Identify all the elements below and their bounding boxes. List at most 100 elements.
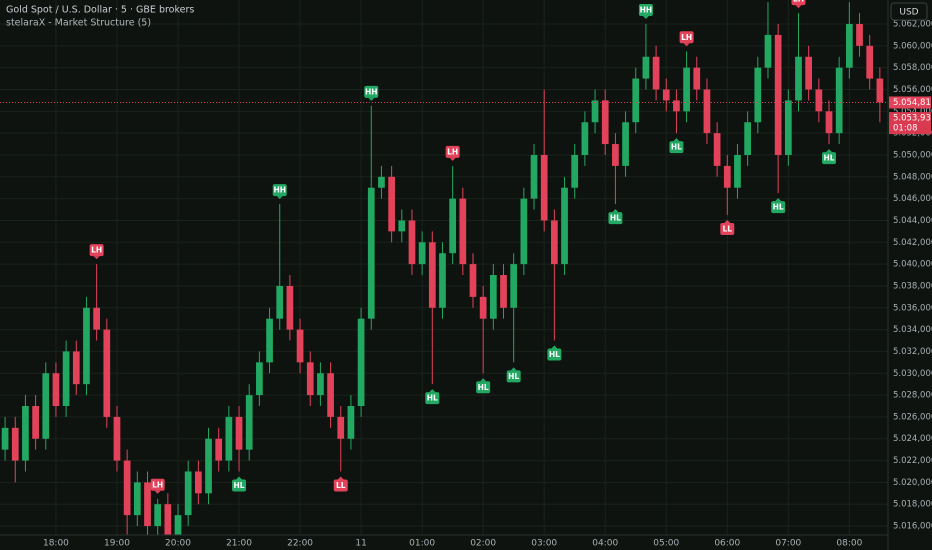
marker-box (608, 212, 623, 225)
marker-label: HL (234, 481, 245, 490)
structure-marker: HL (547, 345, 562, 361)
structure-marker: HL (476, 378, 491, 394)
candle-body (459, 198, 467, 265)
structure-marker: HL (771, 198, 786, 214)
second-price-box (889, 112, 931, 135)
candle-body (276, 285, 284, 319)
marker-pointer (154, 490, 161, 494)
candle-body (408, 220, 416, 265)
structure-marker: LH (445, 145, 460, 161)
marker-label: HH (273, 186, 286, 195)
y-tick-label: 5.038,000 (893, 281, 932, 291)
y-tick-label: 5.060,000 (893, 41, 932, 51)
candle-body (642, 56, 650, 79)
x-tick-label: 01:00 (409, 539, 435, 549)
candle-body (52, 373, 60, 406)
candle-body (286, 285, 294, 330)
candle-body (306, 362, 314, 396)
candle-body (449, 198, 457, 254)
candle-body (825, 111, 833, 134)
y-tick-label: 5.056,000 (893, 85, 932, 95)
marker-box (333, 479, 348, 492)
x-tick-label: 21:00 (226, 539, 252, 549)
candle-body (428, 242, 436, 308)
candle-body (398, 220, 406, 232)
currency-label[interactable]: USD (899, 8, 918, 18)
marker-box (547, 348, 562, 361)
candle-body (194, 471, 202, 494)
marker-pointer (795, 5, 802, 9)
y-tick-label: 5.044,000 (893, 216, 932, 226)
chart-title: Gold Spot / U.S. Dollar · 5 · GBE broker… (6, 5, 194, 16)
candle-body (571, 154, 579, 188)
x-tick-label: 03:00 (531, 539, 557, 549)
candle-body (500, 275, 507, 308)
candle-body (378, 176, 385, 188)
candle-body (713, 133, 721, 166)
structure-marker: HL (669, 138, 684, 154)
y-tick-label: 5.048,000 (893, 172, 932, 182)
y-tick-label: 5.020,000 (893, 478, 932, 488)
x-tick-label: 04:00 (592, 539, 618, 549)
marker-box (272, 184, 287, 197)
candle-body (469, 264, 477, 297)
x-tick-label: 20:00 (165, 539, 191, 549)
marker-pointer (724, 220, 731, 224)
candle-body (764, 34, 772, 68)
marker-label: HL (610, 214, 621, 223)
candle-body (72, 351, 80, 385)
marker-box (506, 370, 521, 383)
y-tick-label: 5.030,000 (893, 369, 932, 379)
candle-body (1, 427, 9, 450)
x-tick-label: 07:00 (775, 539, 801, 549)
structure-marker: HL (232, 476, 247, 492)
candle-body (632, 78, 640, 123)
marker-label: HL (823, 154, 834, 163)
marker-label: LH (793, 0, 804, 4)
marker-label: HL (427, 394, 438, 403)
candle-body (866, 45, 874, 79)
candle-body (774, 34, 782, 155)
structure-marker: LH (791, 0, 806, 9)
structure-marker: HL (425, 389, 440, 405)
marker-box (476, 381, 491, 394)
candle-body (591, 100, 599, 123)
candle-body (22, 405, 29, 461)
x-tick-label: 02:00 (470, 539, 496, 549)
candle-body (418, 242, 426, 265)
currency-button[interactable] (890, 2, 928, 21)
marker-label: LL (336, 481, 346, 490)
marker-label: HH (640, 6, 653, 15)
x-tick-label: 18:00 (43, 539, 69, 549)
candle-body (103, 329, 111, 417)
y-tick-label: 5.054,000 (893, 107, 932, 117)
marker-pointer (368, 97, 375, 101)
candle-body (540, 154, 548, 221)
candle-body (612, 144, 619, 166)
y-tick-label: 5.028,000 (893, 391, 932, 401)
candle-body (113, 416, 121, 461)
candle-body (174, 515, 182, 535)
candle-body (225, 416, 233, 461)
candle-body (215, 438, 223, 461)
last-price-box (889, 96, 931, 109)
marker-label: HL (773, 203, 784, 212)
candle-body (520, 198, 528, 265)
marker-pointer (429, 389, 436, 393)
candle-body (683, 67, 690, 112)
y-tick-label: 5.032,000 (893, 347, 932, 357)
marker-pointer (642, 16, 649, 20)
y-tick-label: 5.050,000 (893, 150, 932, 160)
x-tick-label: 19:00 (104, 539, 130, 549)
candle-body (11, 427, 19, 461)
candle-body (530, 154, 538, 199)
candle-body (561, 187, 568, 265)
candle-body (296, 329, 304, 363)
candle-body (734, 154, 741, 188)
marker-box (720, 223, 735, 236)
marker-box (445, 145, 460, 158)
marker-label: LH (152, 480, 163, 489)
candle-body (32, 405, 39, 439)
y-tick-label: 5.046,000 (893, 194, 932, 204)
